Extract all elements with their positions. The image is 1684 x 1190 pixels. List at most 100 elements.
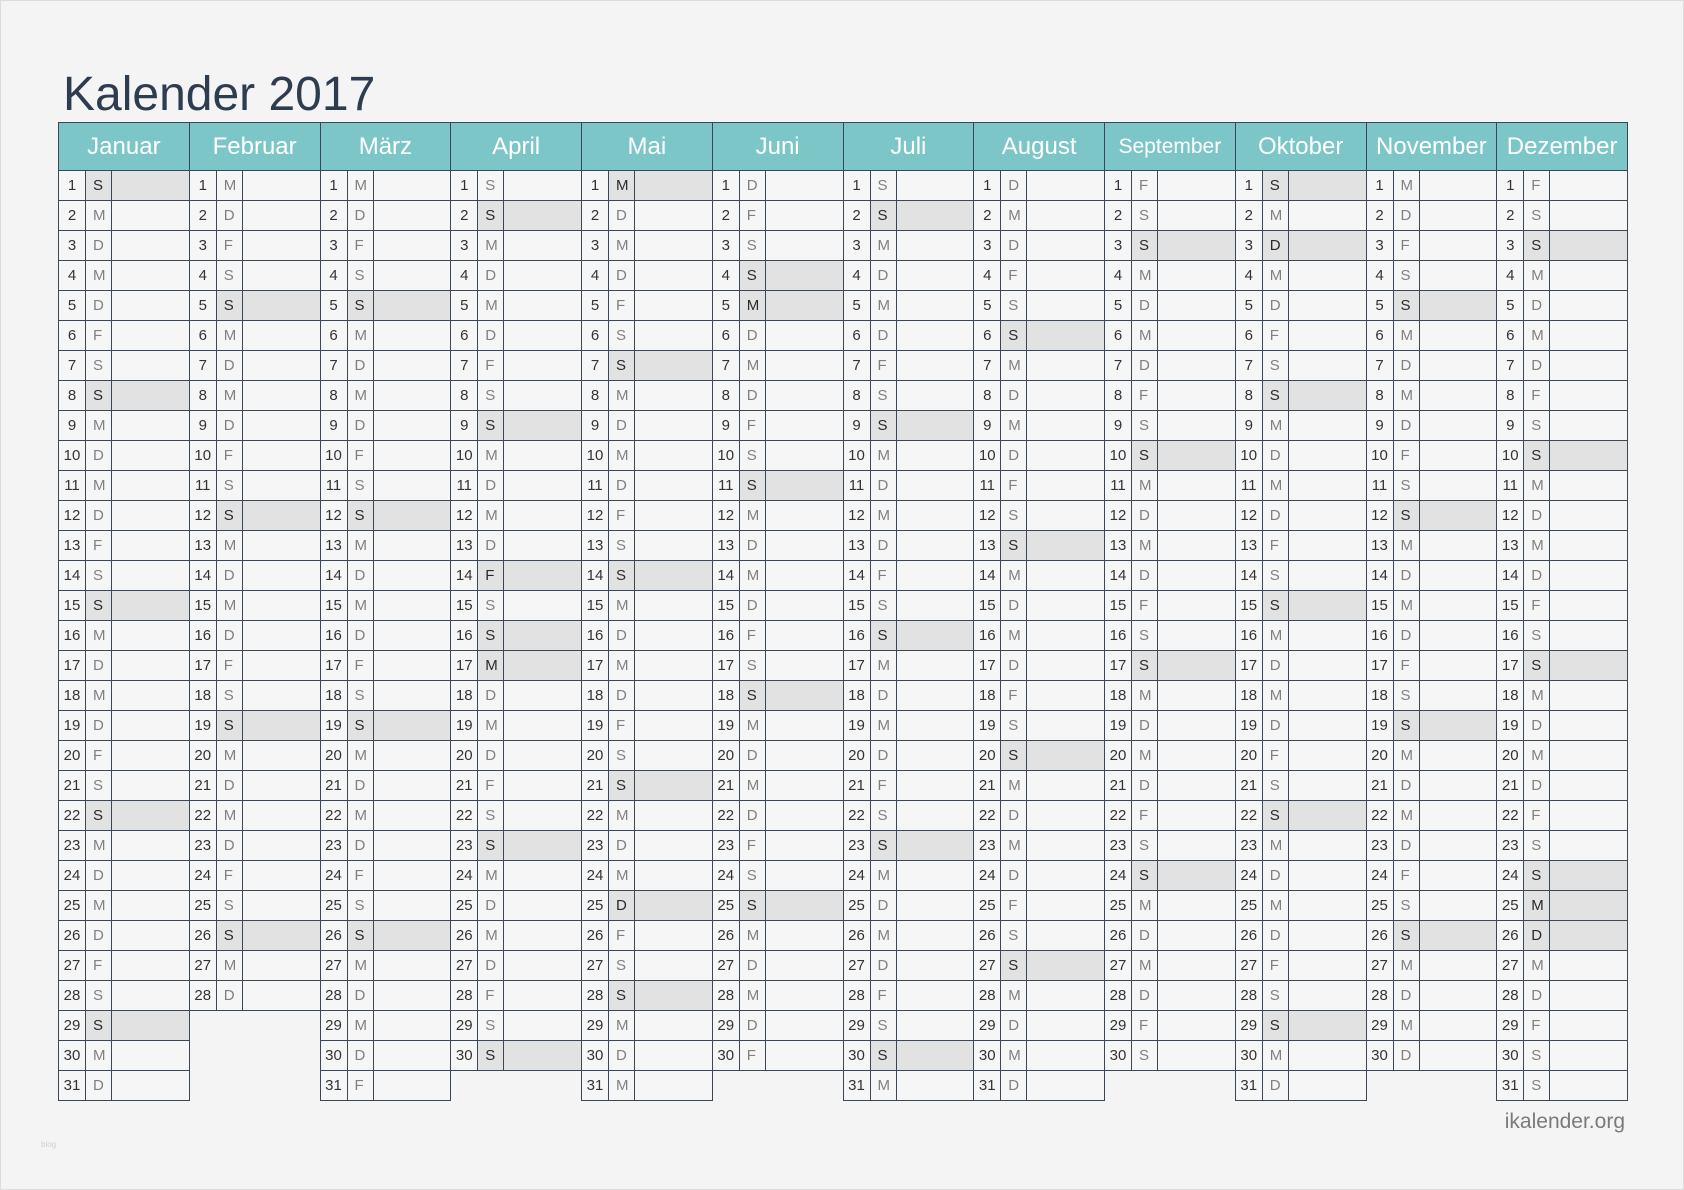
day-row: 25 S xyxy=(319,890,452,921)
note-cell xyxy=(897,321,974,350)
weekday-letter: D xyxy=(1263,921,1289,950)
weekday-letter: M xyxy=(478,501,505,530)
weekday-letter: D xyxy=(1524,771,1551,800)
weekday-letter: F xyxy=(217,441,243,470)
note-cell xyxy=(1158,651,1235,680)
day-row: 22 F xyxy=(1496,800,1628,831)
weekday-letter: F xyxy=(1263,321,1289,350)
note-cell xyxy=(373,921,451,950)
note-cell xyxy=(1027,981,1104,1010)
day-number: 7 xyxy=(713,351,740,380)
note-cell xyxy=(1420,171,1497,200)
day-number: 4 xyxy=(582,261,609,290)
weekday-letter: F xyxy=(348,441,374,470)
weekday-letter: D xyxy=(609,1041,635,1070)
weekday-letter: F xyxy=(609,291,635,320)
day-number: 14 xyxy=(582,561,609,590)
day-number: 4 xyxy=(844,261,871,290)
day-number: 5 xyxy=(1236,291,1263,320)
note-cell xyxy=(1158,531,1235,560)
note-cell xyxy=(1550,411,1627,440)
note-cell xyxy=(374,651,451,680)
note-cell xyxy=(1158,231,1235,260)
day-row: 26 S xyxy=(973,920,1105,951)
weekday-letter: M xyxy=(1524,321,1551,350)
day-row: 26 D xyxy=(1104,920,1236,951)
day-row: 10 M xyxy=(842,440,975,471)
day-row: 25 D xyxy=(581,890,713,921)
day-number: 8 xyxy=(844,381,871,410)
day-number: 10 xyxy=(582,441,609,470)
month-column: Februar 1 M 2 D 3 F 4 S 5 S 6 M 7 D 8 M 9 D 10 F 11 S 12 S 13 M 14 D… xyxy=(188,122,321,1101)
note-cell xyxy=(1158,591,1235,620)
day-number: 25 xyxy=(1367,891,1394,920)
day-number: 3 xyxy=(1497,231,1525,260)
day-row: 24 S xyxy=(1496,860,1628,891)
weekday-letter: D xyxy=(609,621,635,650)
note-cell xyxy=(1027,741,1104,770)
day-number: 14 xyxy=(844,561,871,590)
note-cell xyxy=(897,1011,974,1040)
weekday-letter: D xyxy=(609,891,635,920)
day-number: 12 xyxy=(713,501,740,530)
day-number: 13 xyxy=(844,531,871,560)
weekday-letter: D xyxy=(1263,861,1289,890)
weekday-letter: S xyxy=(609,351,635,380)
day-row: 25 S xyxy=(1365,890,1498,921)
day-number: 17 xyxy=(1236,651,1263,680)
day-number: 23 xyxy=(1367,831,1394,860)
note-cell xyxy=(1027,921,1104,950)
weekday-letter: F xyxy=(348,1071,374,1100)
day-row: 24 D xyxy=(973,860,1105,891)
weekday-letter: F xyxy=(348,861,374,890)
day-number: 28 xyxy=(190,981,217,1010)
day-number: 21 xyxy=(321,771,348,800)
note-cell xyxy=(635,561,712,590)
day-row: 19 S xyxy=(973,710,1105,741)
day-row: 26 S xyxy=(188,920,321,951)
note-cell xyxy=(1550,711,1627,740)
day-row: 24 F xyxy=(1365,860,1498,891)
note-cell xyxy=(1550,291,1627,320)
day-row: 30 M xyxy=(973,1040,1105,1071)
weekday-letter: M xyxy=(478,651,505,680)
note-cell xyxy=(374,381,451,410)
day-number: 19 xyxy=(1105,711,1132,740)
day-number: 18 xyxy=(1236,681,1263,710)
weekday-letter: S xyxy=(870,621,897,650)
day-row: 19 D xyxy=(1104,710,1236,741)
day-number: 20 xyxy=(321,741,348,770)
day-row: 10 F xyxy=(319,440,452,471)
day-row: 10 D xyxy=(973,440,1105,471)
note-cell xyxy=(243,471,320,500)
weekday-letter: S xyxy=(86,801,112,830)
day-number: 23 xyxy=(321,831,348,860)
day-number: 11 xyxy=(713,471,740,500)
note-cell xyxy=(112,1071,189,1100)
day-number: 21 xyxy=(1497,771,1525,800)
note-cell xyxy=(635,1011,712,1040)
weekday-letter: M xyxy=(1394,801,1420,830)
weekday-letter: F xyxy=(1001,681,1028,710)
day-number: 17 xyxy=(974,651,1002,680)
note-cell xyxy=(1158,561,1235,590)
weekday-letter: S xyxy=(609,741,635,770)
note-cell xyxy=(1420,621,1497,650)
weekday-letter: M xyxy=(609,441,635,470)
note-cell xyxy=(1420,261,1497,290)
weekday-letter: S xyxy=(1524,441,1551,470)
day-row: 31 S xyxy=(1496,1070,1628,1101)
note-cell xyxy=(1288,801,1366,830)
weekday-letter: M xyxy=(478,921,505,950)
note-cell xyxy=(504,411,581,440)
day-number: 8 xyxy=(713,381,740,410)
weekday-letter: D xyxy=(1524,711,1551,740)
weekday-letter: M xyxy=(1263,831,1289,860)
day-row: 13 D xyxy=(711,530,844,561)
